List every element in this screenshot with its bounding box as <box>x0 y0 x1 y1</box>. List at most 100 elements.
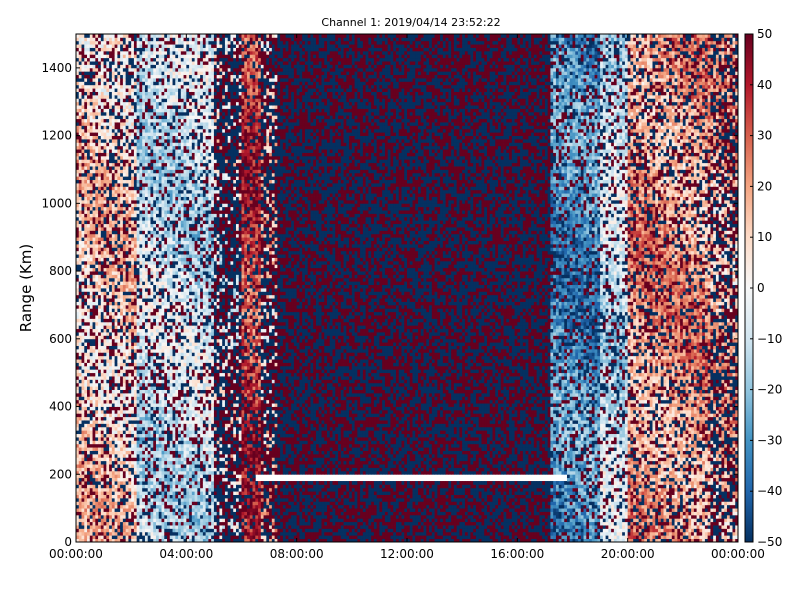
heatmap-cell <box>101 508 104 512</box>
heatmap-cell <box>101 271 104 275</box>
heatmap-cell <box>109 302 112 306</box>
heatmap-cell <box>84 71 87 75</box>
heatmap-cell <box>106 159 109 163</box>
heatmap-cell <box>128 505 131 509</box>
heatmap-cell <box>117 81 120 85</box>
heatmap-cell <box>104 251 107 255</box>
heatmap-cell <box>123 528 126 532</box>
heatmap-cell <box>95 37 98 41</box>
heatmap-cell <box>112 325 115 329</box>
heatmap-cell <box>109 34 112 38</box>
heatmap-cell <box>84 302 87 306</box>
heatmap-cell <box>115 224 118 228</box>
heatmap-cell <box>131 522 134 526</box>
heatmap-cell <box>98 169 101 173</box>
heatmap-cell <box>95 278 98 282</box>
heatmap-cell <box>134 329 137 333</box>
heatmap-cell <box>123 281 126 285</box>
heatmap-cell <box>131 532 134 536</box>
heatmap-cell <box>87 200 90 204</box>
heatmap-cell <box>98 400 101 404</box>
heatmap-cell <box>126 329 129 333</box>
heatmap-cell <box>101 78 104 82</box>
heatmap-cell <box>79 98 82 102</box>
heatmap-cell <box>101 136 104 140</box>
heatmap-cell <box>87 447 90 451</box>
heatmap-cell <box>139 200 142 204</box>
heatmap-cell <box>90 308 93 312</box>
heatmap-cell <box>90 241 93 245</box>
heatmap-cell <box>93 173 96 177</box>
heatmap-cell <box>115 522 118 526</box>
heatmap-cell <box>93 156 96 160</box>
heatmap-cell <box>82 125 85 129</box>
heatmap-cell <box>82 528 85 532</box>
heatmap-cell <box>98 75 101 79</box>
heatmap-cell <box>139 322 142 326</box>
heatmap-cell <box>139 227 142 231</box>
heatmap-cell <box>120 51 123 55</box>
heatmap-cell <box>93 98 96 102</box>
heatmap-cell <box>90 498 93 502</box>
heatmap-cell <box>79 349 82 353</box>
heatmap-cell <box>139 48 142 52</box>
heatmap-cell <box>117 159 120 163</box>
heatmap-cell <box>128 102 131 106</box>
heatmap-cell <box>84 525 87 529</box>
heatmap-cell <box>126 346 129 350</box>
heatmap-cell <box>82 291 85 295</box>
heatmap-cell <box>101 34 104 38</box>
heatmap-cell <box>139 234 142 238</box>
heatmap-cell <box>134 383 137 387</box>
heatmap-cell <box>101 291 104 295</box>
heatmap-cell <box>139 522 142 526</box>
heatmap-cell <box>98 491 101 495</box>
heatmap-cell <box>112 457 115 461</box>
heatmap-cell <box>90 478 93 482</box>
heatmap-cell <box>128 200 131 204</box>
heatmap-cell <box>117 318 120 322</box>
heatmap-cell <box>84 207 87 211</box>
heatmap-cell <box>120 169 123 173</box>
heatmap-cell <box>106 115 109 119</box>
heatmap-cell <box>137 54 140 58</box>
heatmap-cell <box>93 525 96 529</box>
heatmap-cell <box>117 332 120 336</box>
heatmap-cell <box>101 501 104 505</box>
heatmap-cell <box>106 224 109 228</box>
heatmap-cell <box>101 220 104 224</box>
heatmap-cell <box>84 190 87 194</box>
heatmap-cell <box>115 467 118 471</box>
heatmap-cell <box>82 54 85 58</box>
heatmap-cell <box>79 224 82 228</box>
heatmap-cell <box>131 366 134 370</box>
heatmap-cell <box>84 213 87 217</box>
heatmap-cell <box>95 379 98 383</box>
heatmap-cell <box>82 491 85 495</box>
heatmap-cell <box>117 417 120 421</box>
heatmap-cell <box>137 234 140 238</box>
heatmap-cell <box>82 403 85 407</box>
heatmap-cell <box>90 115 93 119</box>
heatmap-cell <box>90 139 93 143</box>
heatmap-cell <box>115 220 118 224</box>
heatmap-cell <box>84 342 87 346</box>
heatmap-cell <box>106 220 109 224</box>
heatmap-cell <box>90 528 93 532</box>
heatmap-cell <box>109 102 112 106</box>
heatmap-cell <box>87 437 90 441</box>
heatmap-cell <box>120 274 123 278</box>
heatmap-cell <box>98 37 101 41</box>
heatmap-cell <box>98 136 101 140</box>
heatmap-cell <box>101 268 104 272</box>
heatmap-cell <box>87 376 90 380</box>
heatmap-cell <box>109 373 112 377</box>
heatmap-cell <box>117 166 120 170</box>
heatmap-cell <box>84 535 87 539</box>
heatmap-cell <box>101 440 104 444</box>
heatmap-cell <box>90 200 93 204</box>
heatmap-cell <box>128 119 131 123</box>
heatmap-cell <box>112 488 115 492</box>
heatmap-cell <box>115 403 118 407</box>
heatmap-cell <box>131 64 134 68</box>
